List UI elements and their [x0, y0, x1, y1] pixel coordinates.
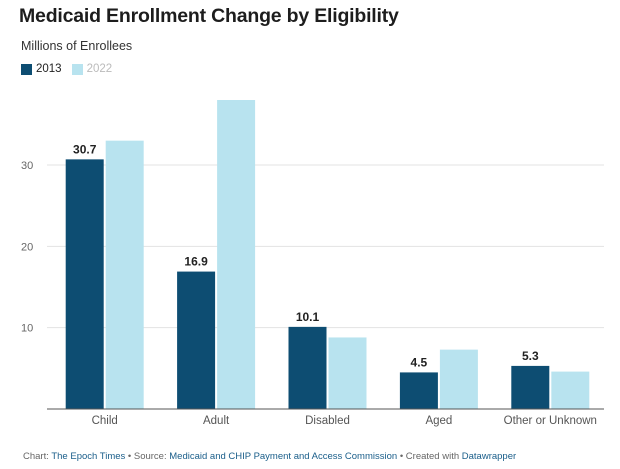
- bar-2013-0: [65, 159, 104, 409]
- footer-source-link[interactable]: Medicaid and CHIP Payment and Access Com…: [169, 451, 398, 462]
- chart-subtitle: Millions of Enrollees: [21, 39, 133, 53]
- legend-item-2022: 2022: [71, 63, 113, 75]
- bar-2022-3: [439, 349, 478, 409]
- y-tick-label-10: 10: [21, 323, 33, 335]
- bar-2013-2: [288, 326, 327, 409]
- data-label-2013-2: 10.1: [296, 310, 320, 324]
- footer-source-prefix: • Source:: [125, 451, 170, 462]
- x-tick-label-3: Aged: [425, 415, 452, 427]
- bar-2013-4: [511, 365, 550, 409]
- bar-2022-0: [105, 140, 144, 409]
- x-tick-label-0: Child: [92, 415, 118, 427]
- data-label-2013-4: 5.3: [522, 349, 539, 363]
- x-tick-label-4: Other or Unknown: [504, 415, 597, 427]
- bar-2022-2: [328, 337, 367, 409]
- x-tick-label-2: Disabled: [305, 415, 350, 427]
- legend-label-2013: 2013: [36, 63, 62, 75]
- legend-item-2013: 2013: [21, 63, 62, 75]
- legend: 2013 2022: [21, 63, 122, 75]
- footer-chart-link[interactable]: The Epoch Times: [51, 451, 126, 462]
- legend-swatch-2013: [21, 63, 32, 75]
- data-label-2013-1: 16.9: [184, 255, 208, 269]
- footer-created-prefix: • Created with: [397, 451, 462, 462]
- bar-2013-1: [177, 271, 216, 409]
- y-tick-label-30: 30: [21, 160, 33, 172]
- data-label-2013-3: 4.5: [411, 355, 428, 369]
- y-tick-label-20: 20: [21, 241, 33, 253]
- data-label-2013-0: 30.7: [73, 142, 97, 156]
- chart-footer: Chart: The Epoch Times • Source: Medicai…: [23, 451, 516, 462]
- footer-chart-prefix: Chart:: [23, 451, 52, 462]
- bar-2022-1: [217, 100, 256, 409]
- x-tick-label-1: Adult: [203, 415, 230, 427]
- bar-2022-4: [551, 371, 590, 409]
- legend-swatch-2022: [71, 63, 83, 75]
- bar-2013-3: [399, 372, 438, 409]
- legend-label-2022: 2022: [86, 63, 113, 75]
- footer-datawrapper-link[interactable]: Datawrapper: [461, 451, 517, 462]
- chart-title: Medicaid Enrollment Change by Eligibilit…: [19, 5, 399, 27]
